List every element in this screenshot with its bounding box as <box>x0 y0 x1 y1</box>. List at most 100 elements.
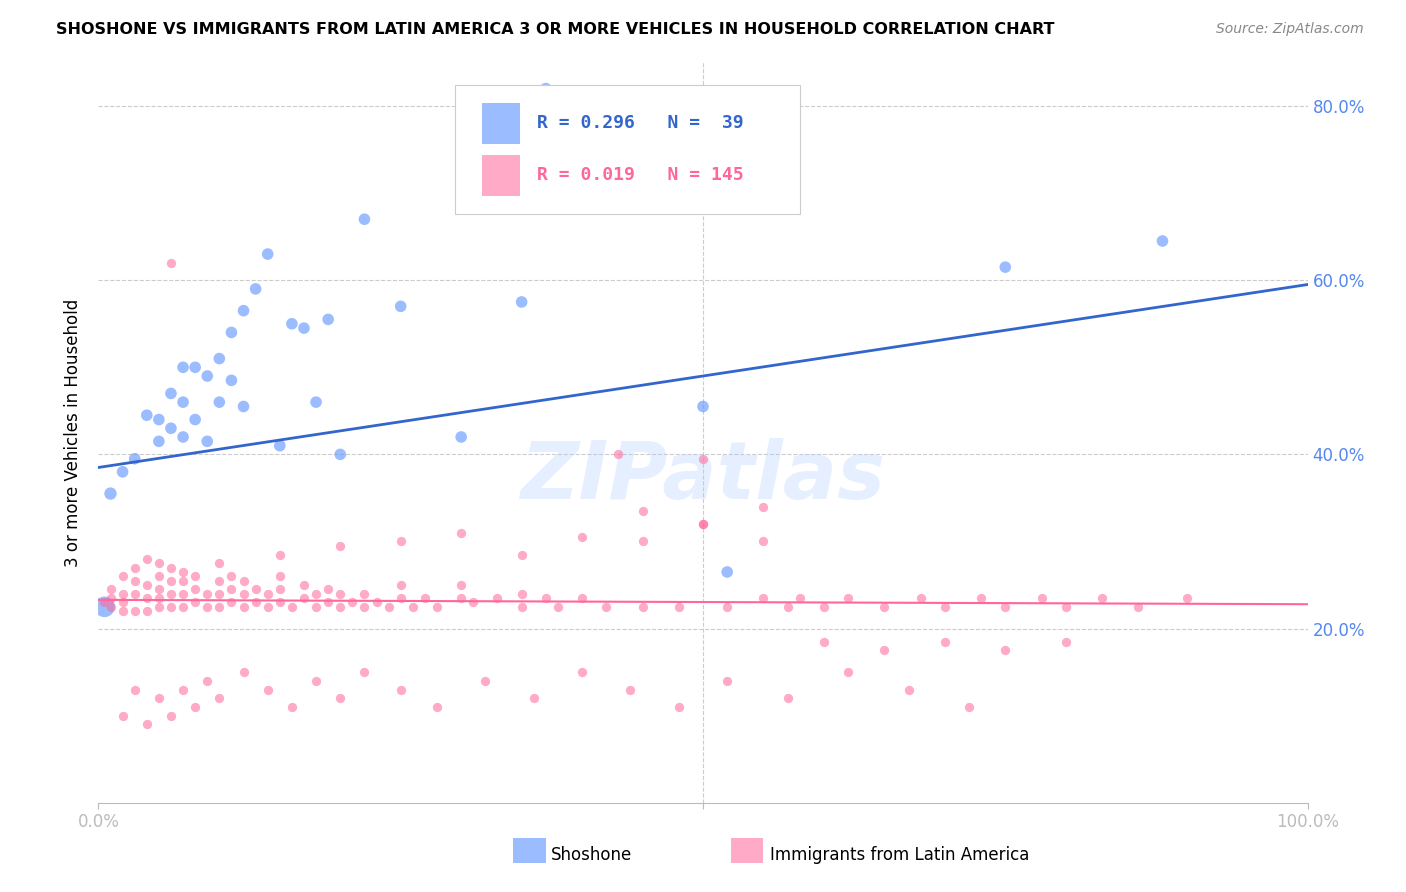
Point <box>329 539 352 553</box>
Point <box>1091 591 1114 606</box>
Point <box>195 587 218 601</box>
Point <box>450 591 472 606</box>
Text: Immigrants from Latin America: Immigrants from Latin America <box>770 847 1029 864</box>
Point <box>389 591 412 606</box>
Point <box>305 587 328 601</box>
Point <box>245 582 267 597</box>
Point <box>413 591 436 606</box>
Point <box>316 312 339 326</box>
Point <box>184 412 207 426</box>
Point <box>208 556 231 570</box>
Point <box>221 569 243 583</box>
Point <box>184 360 207 375</box>
Point <box>353 587 375 601</box>
Point <box>256 682 278 697</box>
Point <box>232 665 254 680</box>
Point <box>292 321 315 335</box>
Bar <box>513 838 546 863</box>
Point <box>776 691 799 706</box>
Point <box>994 599 1017 614</box>
Point <box>111 465 134 479</box>
Point <box>716 673 738 688</box>
Point <box>111 569 134 583</box>
Point <box>402 599 425 614</box>
Point <box>269 582 291 597</box>
Point <box>837 665 859 680</box>
Point <box>353 212 375 227</box>
Point <box>135 408 157 422</box>
Text: Shoshone: Shoshone <box>551 847 633 864</box>
Point <box>752 534 775 549</box>
Point <box>111 587 134 601</box>
Bar <box>731 838 763 863</box>
Point <box>1128 599 1150 614</box>
Point <box>292 591 315 606</box>
Text: SHOSHONE VS IMMIGRANTS FROM LATIN AMERICA 3 OR MORE VEHICLES IN HOUSEHOLD CORREL: SHOSHONE VS IMMIGRANTS FROM LATIN AMERIC… <box>56 22 1054 37</box>
Point <box>934 599 956 614</box>
Point <box>534 81 557 95</box>
Point <box>329 691 352 706</box>
Point <box>994 643 1017 657</box>
Point <box>692 517 714 532</box>
Point <box>172 565 194 579</box>
Point <box>463 595 485 609</box>
Point <box>353 599 375 614</box>
Point <box>571 591 593 606</box>
Point <box>329 587 352 601</box>
Point <box>813 634 835 648</box>
Point <box>426 599 449 614</box>
Point <box>208 395 231 409</box>
Point <box>1031 591 1053 606</box>
Point <box>135 591 157 606</box>
Point <box>221 595 243 609</box>
Point <box>124 604 146 618</box>
Point <box>135 604 157 618</box>
Point <box>595 599 617 614</box>
Point <box>148 569 170 583</box>
Point <box>305 599 328 614</box>
Point <box>232 574 254 588</box>
Point <box>450 578 472 592</box>
Point <box>195 369 218 384</box>
Point <box>329 447 352 461</box>
Point <box>160 421 183 435</box>
Text: Source: ZipAtlas.com: Source: ZipAtlas.com <box>1216 22 1364 37</box>
Point <box>160 256 183 270</box>
Point <box>873 643 896 657</box>
Text: R = 0.296   N =  39: R = 0.296 N = 39 <box>537 114 744 132</box>
Point <box>160 708 183 723</box>
Point <box>571 665 593 680</box>
Point <box>316 595 339 609</box>
Point <box>124 560 146 574</box>
Point <box>957 700 980 714</box>
Point <box>245 595 267 609</box>
Point <box>232 587 254 601</box>
Point <box>607 447 630 461</box>
Point <box>160 587 183 601</box>
Point <box>256 247 278 261</box>
Point <box>269 595 291 609</box>
Point <box>668 700 690 714</box>
Point <box>716 599 738 614</box>
Point <box>547 599 569 614</box>
Point <box>124 451 146 466</box>
Point <box>100 591 122 606</box>
Point <box>256 587 278 601</box>
Point <box>934 634 956 648</box>
Point <box>474 673 496 688</box>
Point <box>571 530 593 544</box>
Point <box>269 439 291 453</box>
Bar <box>482 103 520 144</box>
Point <box>100 582 122 597</box>
Point <box>172 430 194 444</box>
Point <box>148 412 170 426</box>
Point <box>776 599 799 614</box>
Point <box>245 282 267 296</box>
Point <box>148 599 170 614</box>
Point <box>111 708 134 723</box>
Point <box>510 548 533 562</box>
Point <box>256 599 278 614</box>
Bar <box>482 155 520 195</box>
Point <box>172 587 194 601</box>
Point <box>135 552 157 566</box>
